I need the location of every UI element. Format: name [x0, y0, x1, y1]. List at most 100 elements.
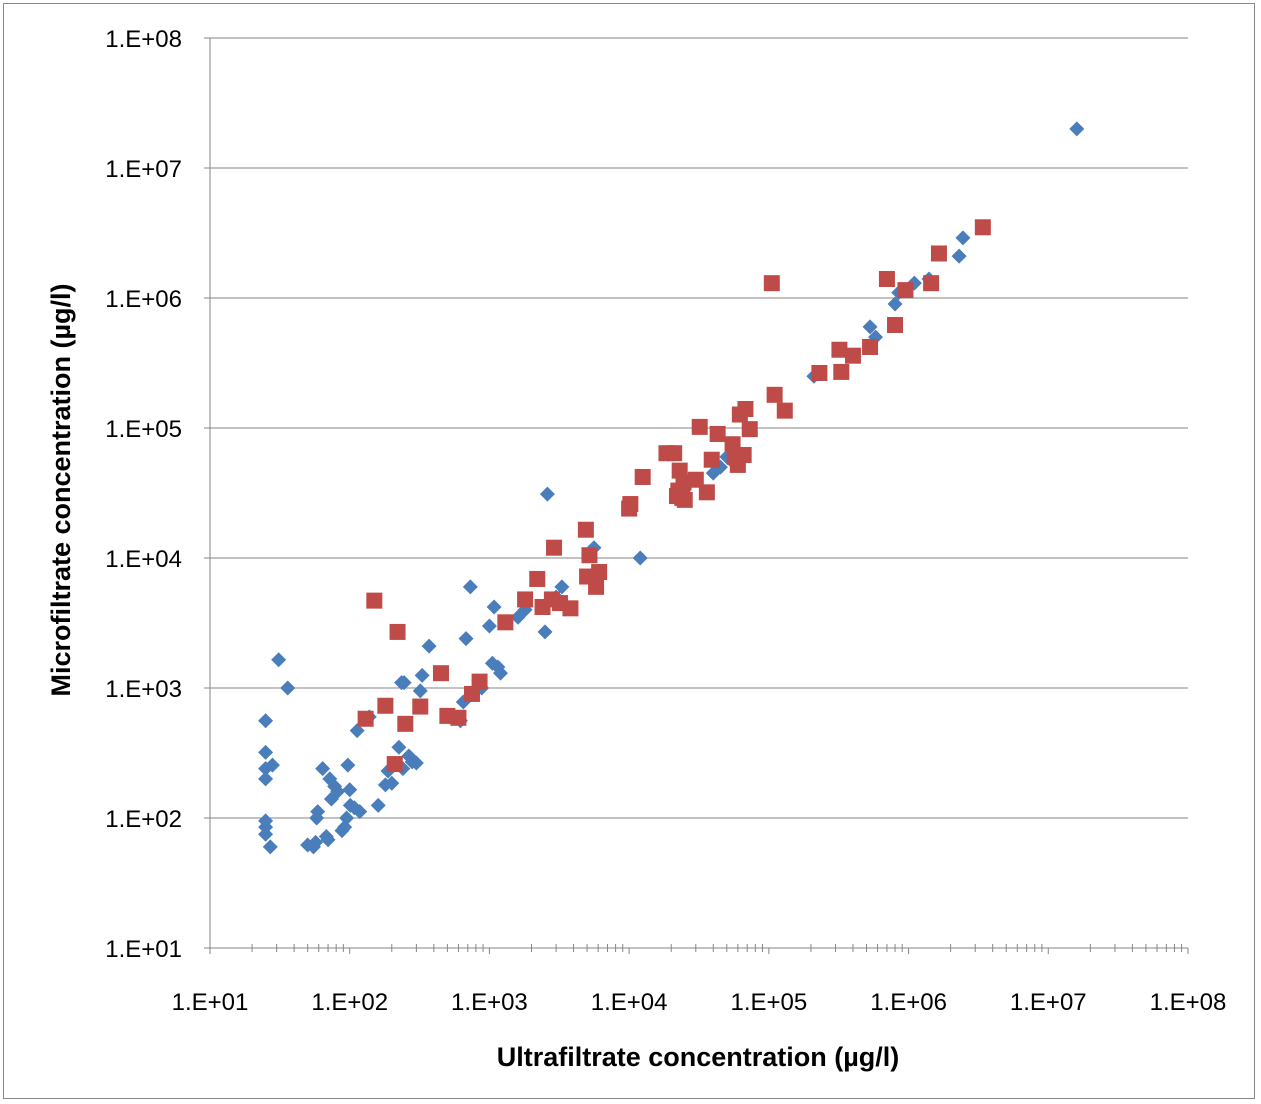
- data-point-square: [676, 491, 693, 508]
- data-point-diamond: [264, 757, 280, 773]
- x-tick-label: 1.E+04: [591, 989, 668, 1016]
- data-point-diamond: [262, 839, 278, 855]
- data-point-square: [763, 275, 780, 292]
- axes: [204, 37, 1189, 954]
- data-point-diamond: [887, 296, 903, 312]
- x-tick-label: 1.E+01: [172, 989, 249, 1016]
- data-point-square: [591, 564, 608, 581]
- data-points: [258, 121, 1085, 855]
- data-point-diamond: [352, 804, 368, 820]
- data-point-diamond: [315, 761, 331, 777]
- y-tick-label: 1.E+07: [105, 156, 182, 183]
- y-tick-label: 1.E+01: [105, 936, 182, 963]
- data-point-diamond: [271, 652, 287, 668]
- data-point-square: [766, 386, 783, 403]
- data-point-square: [412, 698, 429, 715]
- data-point-square: [577, 521, 594, 538]
- data-point-square: [588, 578, 605, 595]
- data-point-square: [735, 446, 752, 463]
- data-point-square: [517, 591, 534, 608]
- data-point-diamond: [951, 248, 967, 264]
- data-point-square: [691, 418, 708, 435]
- data-point-square: [930, 245, 947, 262]
- data-point-diamond: [486, 599, 502, 615]
- data-point-diamond: [339, 810, 355, 826]
- y-axis-title: Microfiltrate concentration (µg/l): [46, 283, 76, 696]
- data-point-square: [634, 468, 651, 485]
- data-point-diamond: [330, 783, 346, 799]
- data-point-square: [463, 685, 480, 702]
- data-point-diamond: [632, 550, 648, 566]
- y-tick-label: 1.E+02: [105, 806, 182, 833]
- data-point-square: [776, 402, 793, 419]
- data-point-square: [386, 756, 403, 773]
- x-axis-title: Ultrafiltrate concentration (µg/l): [497, 1042, 900, 1072]
- y-tick-label: 1.E+08: [105, 26, 182, 53]
- data-point-square: [666, 445, 683, 462]
- data-point-square: [737, 401, 754, 418]
- data-point-square: [471, 673, 488, 690]
- data-point-square: [844, 347, 861, 364]
- data-point-square: [862, 338, 879, 355]
- data-point-diamond: [340, 757, 356, 773]
- data-point-diamond: [412, 683, 428, 699]
- data-point-square: [833, 363, 850, 380]
- data-point-square: [377, 697, 394, 714]
- data-point-diamond: [308, 834, 324, 850]
- y-tick-label: 1.E+05: [105, 416, 182, 443]
- data-point-diamond: [391, 739, 407, 755]
- x-tick-label: 1.E+02: [311, 989, 388, 1016]
- data-point-diamond: [539, 486, 555, 502]
- data-point-square: [923, 275, 940, 292]
- data-point-diamond: [414, 667, 430, 683]
- data-point-square: [698, 484, 715, 501]
- data-point-square: [675, 474, 692, 491]
- data-point-square: [562, 600, 579, 617]
- y-tick-label: 1.E+04: [105, 546, 182, 573]
- data-point-square: [397, 715, 414, 732]
- y-tick-label: 1.E+03: [105, 676, 182, 703]
- data-point-square: [897, 282, 914, 299]
- data-point-square: [703, 451, 720, 468]
- x-tick-label: 1.E+05: [730, 989, 807, 1016]
- data-point-diamond: [258, 713, 274, 729]
- x-tick-label: 1.E+08: [1150, 989, 1227, 1016]
- data-point-diamond: [492, 665, 508, 681]
- data-point-square: [529, 570, 546, 587]
- data-point-square: [687, 471, 704, 488]
- tick-labels: 1.E+01 1.E+02 1.E+03 1.E+04 1.E+05 1.E+06 1.E+…: [105, 26, 1226, 1016]
- data-point-square: [741, 421, 758, 438]
- series-2: [357, 219, 991, 773]
- data-point-diamond: [396, 675, 412, 691]
- data-point-square: [878, 271, 895, 288]
- data-point-diamond: [310, 804, 326, 820]
- data-point-square: [831, 341, 848, 358]
- data-point-diamond: [462, 579, 478, 595]
- data-point-square: [974, 219, 991, 236]
- data-point-diamond: [280, 680, 296, 696]
- y-tick-label: 1.E+06: [105, 286, 182, 313]
- data-point-diamond: [554, 579, 570, 595]
- data-point-square: [432, 665, 449, 682]
- data-point-diamond: [320, 832, 336, 848]
- data-point-diamond: [384, 775, 400, 791]
- data-point-square: [811, 364, 828, 381]
- data-point-diamond: [408, 755, 424, 771]
- data-point-square: [546, 539, 563, 556]
- data-point-square: [357, 710, 374, 727]
- data-point-diamond: [458, 631, 474, 647]
- data-point-diamond: [370, 797, 386, 813]
- data-point-square: [450, 709, 467, 726]
- data-point-square: [497, 614, 514, 631]
- data-point-diamond: [258, 826, 274, 842]
- data-point-diamond: [421, 638, 437, 654]
- data-point-diamond: [537, 624, 553, 640]
- x-tick-label: 1.E+06: [870, 989, 947, 1016]
- data-point-diamond: [481, 618, 497, 634]
- data-point-square: [366, 592, 383, 609]
- gridlines: [210, 37, 1188, 819]
- x-tick-label: 1.E+07: [1010, 989, 1087, 1016]
- data-point-diamond: [955, 230, 971, 246]
- data-point-square: [389, 623, 406, 640]
